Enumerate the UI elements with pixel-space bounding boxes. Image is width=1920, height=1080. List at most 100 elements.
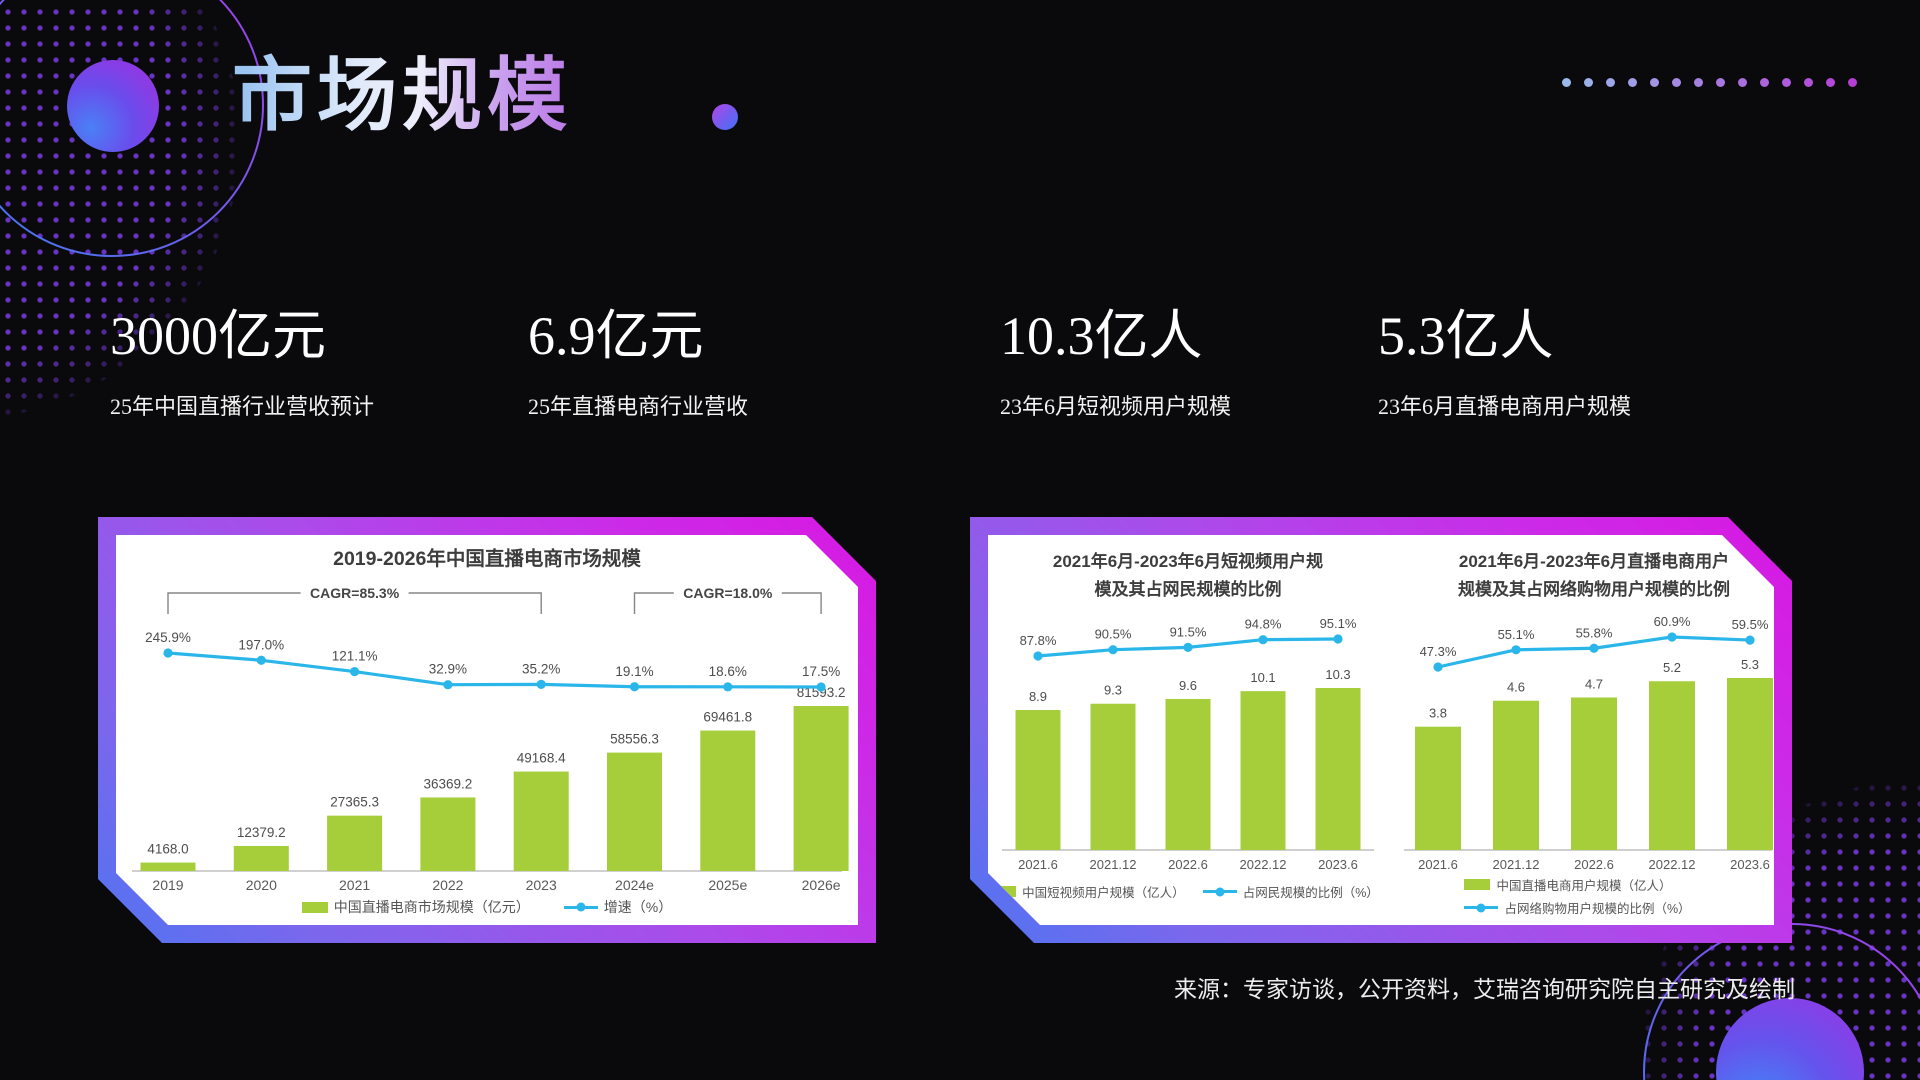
svg-text:4168.0: 4168.0	[147, 842, 188, 857]
svg-text:36369.2: 36369.2	[423, 776, 472, 791]
svg-text:2025e: 2025e	[708, 877, 747, 893]
svg-text:69461.8: 69461.8	[703, 710, 752, 725]
title-accent-dot-icon	[712, 104, 738, 130]
svg-text:35.2%: 35.2%	[522, 661, 560, 676]
svg-text:2021: 2021	[339, 877, 370, 893]
svg-text:2022: 2022	[432, 877, 463, 893]
chart-panel-inner: 2021年6月-2023年6月短视频用户规 模及其占网民规模的比例 8.9 2021.…	[988, 535, 1774, 925]
legend-item-line: 占网络购物用户规模的比例（%）	[1464, 898, 1690, 917]
svg-text:32.9%: 32.9%	[429, 662, 467, 677]
svg-text:9.3: 9.3	[1104, 683, 1122, 698]
stat-live-ecommerce-users: 5.3亿人 23年6月直播电商用户规模	[1378, 305, 1631, 421]
svg-text:90.5%: 90.5%	[1095, 627, 1132, 642]
svg-text:2022.12: 2022.12	[1240, 857, 1287, 872]
svg-text:18.6%: 18.6%	[709, 664, 747, 679]
svg-text:2019-2026年中国直播电商市场规模: 2019-2026年中国直播电商市场规模	[333, 547, 641, 570]
svg-text:121.1%: 121.1%	[332, 649, 378, 664]
svg-text:9.6: 9.6	[1179, 678, 1197, 693]
svg-text:2019: 2019	[152, 877, 183, 893]
svg-text:81593.2: 81593.2	[797, 685, 846, 700]
market-size-bar-line-chart: 2019-2026年中国直播电商市场规模 4168.0 2019 12379.2 202…	[116, 535, 858, 925]
chart-panel-market-size: 2019-2026年中国直播电商市场规模 4168.0 2019 12379.2 202…	[98, 517, 876, 943]
line-swatch-icon	[1464, 906, 1498, 909]
legend-item-line: 增速（%）	[564, 897, 672, 917]
legend-item-line: 占网民规模的比例（%）	[1203, 882, 1379, 901]
svg-text:55.8%: 55.8%	[1576, 625, 1613, 640]
svg-text:60.9%: 60.9%	[1654, 614, 1691, 629]
svg-text:2021.6: 2021.6	[1018, 857, 1058, 872]
svg-text:59.5%: 59.5%	[1732, 617, 1769, 632]
stat-caption: 23年6月短视频用户规模	[1000, 394, 1232, 419]
line-swatch-icon	[1203, 890, 1237, 893]
svg-text:2022.6: 2022.6	[1574, 857, 1614, 872]
svg-text:17.5%: 17.5%	[802, 664, 840, 679]
svg-text:94.8%: 94.8%	[1245, 617, 1282, 632]
svg-text:55.1%: 55.1%	[1498, 627, 1535, 642]
svg-text:12379.2: 12379.2	[237, 825, 286, 840]
stat-short-video-users: 10.3亿人 23年6月短视频用户规模	[1000, 305, 1231, 421]
svg-text:2026e: 2026e	[802, 877, 841, 893]
svg-text:49168.4: 49168.4	[517, 751, 566, 766]
svg-text:2020: 2020	[246, 877, 277, 893]
svg-text:2021.12: 2021.12	[1493, 857, 1540, 872]
svg-text:58556.3: 58556.3	[610, 732, 659, 747]
svg-text:2023.6: 2023.6	[1730, 857, 1770, 872]
chart-legend: 中国直播电商用户规模（亿人） 占网络购物用户规模的比例（%）	[1381, 875, 1774, 917]
svg-text:2021.12: 2021.12	[1090, 857, 1137, 872]
svg-text:10.1: 10.1	[1250, 670, 1275, 685]
svg-text:5.2: 5.2	[1663, 660, 1681, 675]
svg-text:规模及其占网络购物用户规模的比例: 规模及其占网络购物用户规模的比例	[1458, 579, 1730, 599]
legend-item-bar: 中国短视频用户规模（亿人）	[990, 882, 1185, 901]
svg-text:10.3: 10.3	[1325, 667, 1350, 682]
svg-text:2022.6: 2022.6	[1168, 857, 1208, 872]
svg-text:95.1%: 95.1%	[1320, 616, 1357, 631]
svg-text:2022.12: 2022.12	[1649, 857, 1696, 872]
chart-legend: 中国直播电商市场规模（亿元） 增速（%）	[116, 897, 858, 917]
bar-swatch-icon	[1464, 879, 1490, 890]
legend-item-bar: 中国直播电商市场规模（亿元）	[302, 897, 530, 917]
svg-text:4.7: 4.7	[1585, 676, 1603, 691]
bar-swatch-icon	[990, 886, 1016, 897]
stat-caption: 23年6月直播电商用户规模	[1378, 394, 1632, 419]
bar-swatch-icon	[302, 902, 328, 913]
svg-text:2023: 2023	[526, 877, 557, 893]
svg-text:2024e: 2024e	[615, 877, 654, 893]
stat-value: 10.3亿人	[1000, 306, 1203, 366]
svg-text:27365.3: 27365.3	[330, 795, 379, 810]
stat-value: 5.3亿人	[1378, 306, 1554, 366]
svg-text:2023.6: 2023.6	[1318, 857, 1358, 872]
chart-panel-inner: 2019-2026年中国直播电商市场规模 4168.0 2019 12379.2 202…	[116, 535, 858, 925]
svg-text:2021年6月-2023年6月短视频用户规: 2021年6月-2023年6月短视频用户规	[1053, 551, 1323, 571]
svg-text:47.3%: 47.3%	[1420, 644, 1457, 659]
stat-caption: 25年中国直播行业营收预计	[110, 394, 375, 419]
svg-text:模及其占网民规模的比例: 模及其占网民规模的比例	[1095, 579, 1282, 599]
svg-text:2021年6月-2023年6月直播电商用户: 2021年6月-2023年6月直播电商用户	[1459, 551, 1729, 571]
svg-text:197.0%: 197.0%	[238, 637, 284, 652]
stat-caption: 25年直播电商行业营收	[528, 394, 749, 419]
legend-item-bar: 中国直播电商用户规模（亿人）	[1464, 875, 1671, 894]
svg-text:CAGR=18.0%: CAGR=18.0%	[683, 585, 773, 601]
svg-text:5.3: 5.3	[1741, 657, 1759, 672]
svg-text:87.8%: 87.8%	[1020, 633, 1057, 648]
chart-legend: 中国短视频用户规模（亿人） 占网民规模的比例（%）	[988, 882, 1381, 901]
svg-text:4.6: 4.6	[1507, 680, 1525, 695]
svg-text:CAGR=85.3%: CAGR=85.3%	[310, 585, 400, 601]
svg-text:19.1%: 19.1%	[615, 664, 653, 679]
stat-live-industry-revenue: 3000亿元 25年中国直播行业营收预计	[110, 305, 374, 421]
line-swatch-icon	[564, 906, 598, 909]
stat-value: 6.9亿元	[528, 306, 704, 366]
svg-text:3.8: 3.8	[1429, 706, 1447, 721]
dotted-row-decoration	[1562, 78, 1857, 87]
chart-panel-user-scale: 2021年6月-2023年6月短视频用户规 模及其占网民规模的比例 8.9 2021.…	[970, 517, 1792, 943]
svg-text:2021.6: 2021.6	[1418, 857, 1458, 872]
stat-value: 3000亿元	[110, 306, 326, 366]
page-title: 市场规模	[232, 51, 572, 140]
stat-live-ecommerce-revenue: 6.9亿元 25年直播电商行业营收	[528, 305, 748, 421]
svg-text:91.5%: 91.5%	[1170, 624, 1207, 639]
gradient-sphere-icon	[67, 60, 159, 152]
svg-text:8.9: 8.9	[1029, 689, 1047, 704]
source-note: 来源：专家访谈，公开资料，艾瑞咨询研究院自主研究及绘制	[1174, 977, 1795, 1002]
svg-text:245.9%: 245.9%	[145, 630, 191, 645]
